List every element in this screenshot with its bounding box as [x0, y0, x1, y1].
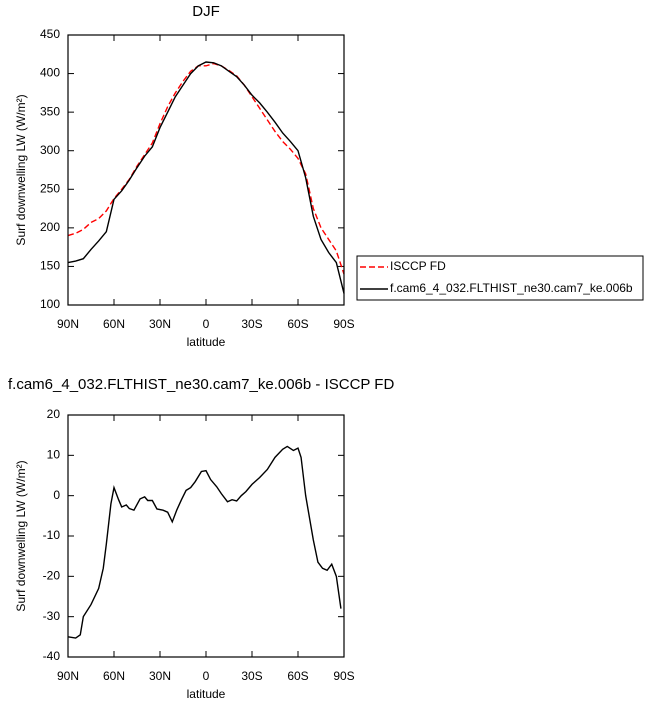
x-axis-label: latitude: [187, 335, 226, 349]
y-tick-label: -30: [43, 609, 61, 623]
x-tick-label: 60S: [287, 669, 308, 683]
legend-box: [356, 255, 644, 301]
data-line: [67, 62, 345, 275]
y-tick-label: 400: [40, 66, 60, 80]
y-tick-label: -40: [43, 649, 61, 663]
x-tick-label: 0: [203, 317, 210, 331]
y-tick-label: 10: [47, 448, 61, 462]
x-axis-label: latitude: [187, 687, 226, 701]
x-tick-label: 30N: [149, 669, 171, 683]
x-tick-label: 60N: [103, 317, 125, 331]
y-axis-label: Surf downwelling LW (W/m²): [14, 94, 28, 245]
data-line: [67, 61, 345, 294]
plot-frame: [67, 34, 345, 306]
y-tick-label: 250: [40, 181, 60, 195]
plot-frame: [67, 414, 345, 658]
x-tick-label: 0: [203, 669, 210, 683]
chart-title: f.cam6_4_032.FLTHIST_ne30.cam7_ke.006b -…: [8, 376, 394, 393]
legend-label: f.cam6_4_032.FLTHIST_ne30.cam7_ke.006b: [390, 281, 633, 295]
x-tick-label: 90N: [57, 317, 79, 331]
x-tick-label: 90S: [333, 317, 354, 331]
legend-label: ISCCP FD: [390, 259, 446, 273]
x-tick-label: 60S: [287, 317, 308, 331]
x-tick-label: 30S: [241, 317, 262, 331]
y-tick-label: 350: [40, 104, 60, 118]
y-tick-label: 100: [40, 297, 60, 311]
y-tick-label: 0: [53, 488, 60, 502]
x-tick-label: 30S: [241, 669, 262, 683]
y-tick-label: 150: [40, 259, 60, 273]
y-axis-label: Surf downwelling LW (W/m²): [14, 460, 28, 611]
x-tick-label: 60N: [103, 669, 125, 683]
y-tick-label: 450: [40, 27, 60, 41]
y-tick-label: 200: [40, 220, 60, 234]
x-tick-label: 90S: [333, 669, 354, 683]
x-tick-label: 90N: [57, 669, 79, 683]
y-tick-label: 20: [47, 407, 61, 421]
data-line: [67, 445, 342, 639]
y-tick-label: -10: [43, 528, 61, 542]
x-tick-label: 30N: [149, 317, 171, 331]
y-tick-label: 300: [40, 143, 60, 157]
chart-title: DJF: [192, 3, 220, 20]
y-tick-label: -20: [43, 569, 61, 583]
